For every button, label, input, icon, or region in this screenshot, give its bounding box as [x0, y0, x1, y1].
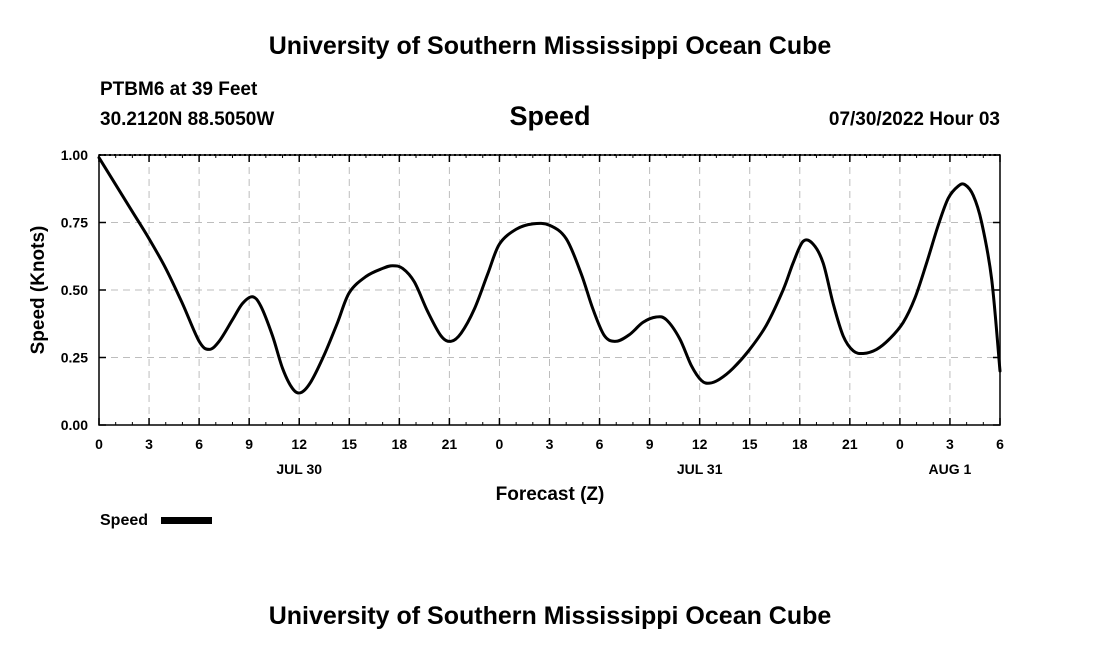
axis-ticks: 0 3 6 9 12 15 18 21 0 3 6 9 12 15 18 21 0 3 6 0.00 0.25 0.50 0… — [61, 147, 1004, 477]
x-tick-label: 15 — [341, 436, 357, 452]
grid — [99, 155, 1000, 425]
chart-title: Speed — [509, 101, 590, 131]
x-tick-label: 3 — [145, 436, 153, 452]
y-axis-label: Speed (Knots) — [28, 226, 49, 355]
x-tick-label: 12 — [291, 436, 307, 452]
date-label: JUL 31 — [677, 461, 723, 477]
y-tick-label: 0.50 — [61, 282, 88, 298]
legend-swatch-speed — [161, 517, 212, 524]
x-tick-label: 6 — [996, 436, 1004, 452]
datetime-label: 07/30/2022 Hour 03 — [829, 109, 1000, 130]
page-title: University of Southern Mississippi Ocean… — [269, 32, 832, 60]
x-tick-label: 0 — [95, 436, 103, 452]
x-tick-label: 18 — [392, 436, 408, 452]
x-tick-label: 3 — [946, 436, 954, 452]
date-label: JUL 30 — [276, 461, 322, 477]
y-tick-label: 1.00 — [61, 147, 88, 163]
x-tick-label: 6 — [195, 436, 203, 452]
x-tick-label: 0 — [496, 436, 504, 452]
series-layer — [97, 156, 1002, 395]
x-tick-label: 9 — [245, 436, 253, 452]
y-tick-label: 0.25 — [61, 350, 88, 366]
x-tick-label: 18 — [792, 436, 808, 452]
x-tick-label: 21 — [442, 436, 458, 452]
x-tick-label: 0 — [896, 436, 904, 452]
x-tick-label: 21 — [842, 436, 858, 452]
y-tick-label: 0.75 — [61, 215, 88, 231]
legend-label-speed: Speed — [100, 512, 148, 529]
legend: Speed — [100, 512, 212, 529]
x-tick-label: 12 — [692, 436, 708, 452]
station-label: PTBM6 at 39 Feet — [100, 79, 258, 100]
series-line-speed — [97, 156, 1002, 395]
location-label: 30.2120N 88.5050W — [100, 109, 274, 130]
y-tick-label: 0.00 — [61, 417, 88, 433]
x-axis-label: Forecast (Z) — [496, 484, 605, 505]
date-label: AUG 1 — [929, 461, 972, 477]
x-tick-label: 6 — [596, 436, 604, 452]
x-tick-label: 15 — [742, 436, 758, 452]
x-tick-label: 3 — [546, 436, 554, 452]
footer-title: University of Southern Mississippi Ocean… — [269, 602, 832, 630]
x-tick-label: 9 — [646, 436, 654, 452]
